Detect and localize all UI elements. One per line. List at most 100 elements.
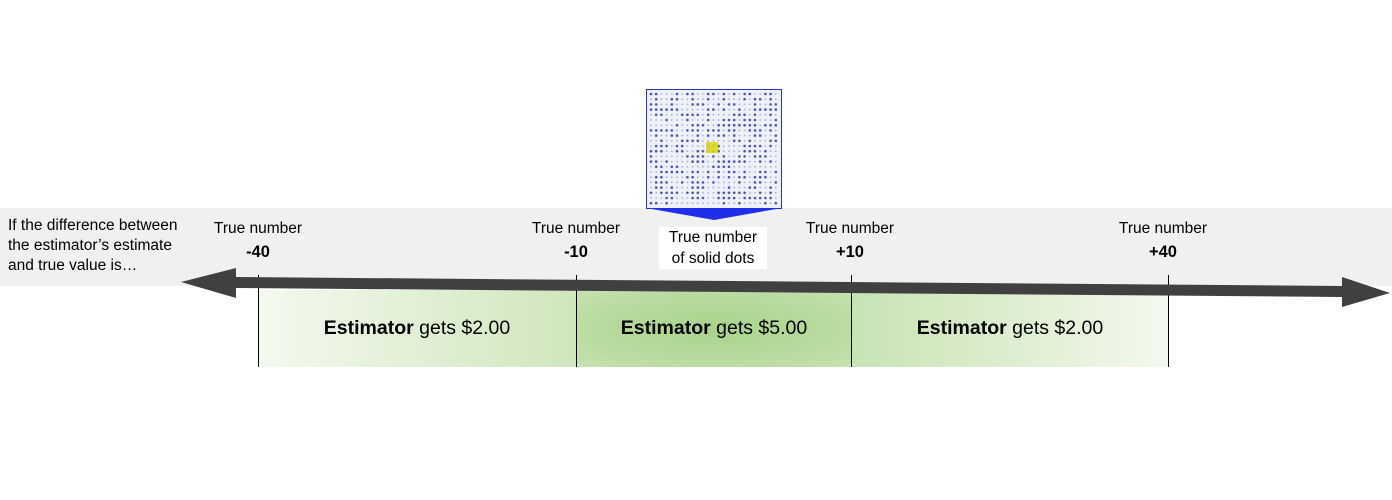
dot — [728, 202, 730, 205]
dot — [738, 171, 741, 173]
dot — [769, 97, 772, 101]
dot — [717, 155, 720, 158]
dot — [764, 108, 767, 111]
dot — [732, 170, 736, 174]
dot — [728, 113, 730, 116]
dot — [764, 98, 767, 101]
dot — [670, 202, 673, 205]
dot — [733, 150, 736, 153]
dot — [753, 196, 757, 200]
dot — [670, 134, 674, 137]
dot — [722, 108, 726, 111]
dot — [769, 92, 772, 96]
dot — [738, 139, 741, 143]
dot — [717, 98, 720, 101]
dot — [722, 92, 726, 96]
dot — [660, 139, 663, 143]
dot — [738, 98, 741, 101]
dot — [660, 155, 663, 158]
dot — [753, 144, 757, 148]
dot — [717, 181, 720, 184]
dot — [702, 139, 704, 142]
dot — [748, 123, 752, 127]
pointer-shape — [646, 208, 782, 220]
dot — [769, 160, 772, 163]
dot — [696, 98, 699, 101]
dot — [665, 170, 668, 174]
dot — [732, 196, 736, 200]
dot — [706, 113, 710, 117]
dot — [732, 103, 736, 106]
dot — [774, 155, 777, 158]
dot — [743, 118, 746, 122]
dot — [758, 181, 762, 184]
dot — [722, 145, 725, 147]
dot — [758, 97, 762, 101]
dot — [748, 129, 752, 132]
dot — [774, 165, 777, 168]
dot — [681, 93, 684, 95]
dot — [691, 196, 694, 200]
dot — [769, 103, 772, 106]
dot — [649, 92, 653, 96]
dot — [712, 181, 715, 184]
dot — [764, 191, 767, 194]
dot — [696, 160, 700, 163]
dot — [732, 92, 736, 96]
dot — [712, 202, 715, 205]
dot — [701, 196, 705, 200]
dot — [670, 181, 673, 184]
dot — [691, 165, 694, 168]
dot — [670, 93, 673, 95]
dot — [680, 113, 684, 117]
dot — [670, 150, 673, 153]
dot — [706, 97, 710, 101]
dot — [665, 98, 668, 101]
dot — [650, 124, 652, 127]
dot — [738, 201, 741, 205]
dot — [722, 165, 726, 169]
dot — [722, 181, 725, 184]
dot — [707, 181, 710, 184]
dot — [676, 129, 678, 132]
dot — [732, 134, 736, 137]
dot — [738, 191, 741, 195]
reward-zone-right: Estimator gets $2.00 — [852, 290, 1168, 367]
dot — [686, 160, 689, 163]
dot — [717, 170, 720, 174]
dot — [650, 134, 652, 137]
dot — [650, 139, 652, 142]
dot-grid-image — [646, 89, 782, 209]
dot — [650, 171, 652, 173]
dot — [743, 191, 746, 195]
dot — [743, 129, 746, 132]
dot — [681, 202, 684, 205]
dot — [650, 145, 652, 147]
dot — [754, 191, 756, 194]
dot — [654, 103, 658, 106]
dot — [702, 134, 704, 137]
dot — [764, 129, 767, 132]
dot — [696, 202, 699, 205]
dot — [753, 149, 757, 153]
dot — [675, 165, 679, 169]
dot — [702, 176, 704, 179]
dot — [759, 124, 762, 127]
dot — [717, 108, 720, 111]
dot — [696, 170, 700, 174]
dot — [660, 93, 663, 95]
dot — [665, 113, 668, 116]
dot — [696, 186, 700, 189]
dot — [769, 144, 772, 148]
dot — [764, 139, 767, 142]
dot — [681, 103, 684, 106]
dot — [691, 113, 694, 117]
dot — [650, 165, 652, 168]
dot — [670, 124, 673, 127]
dot — [759, 103, 762, 106]
dot — [691, 129, 694, 132]
boundary-line-minus-10 — [576, 275, 577, 367]
dot — [680, 139, 684, 143]
dot — [764, 165, 767, 168]
dot — [676, 197, 678, 199]
